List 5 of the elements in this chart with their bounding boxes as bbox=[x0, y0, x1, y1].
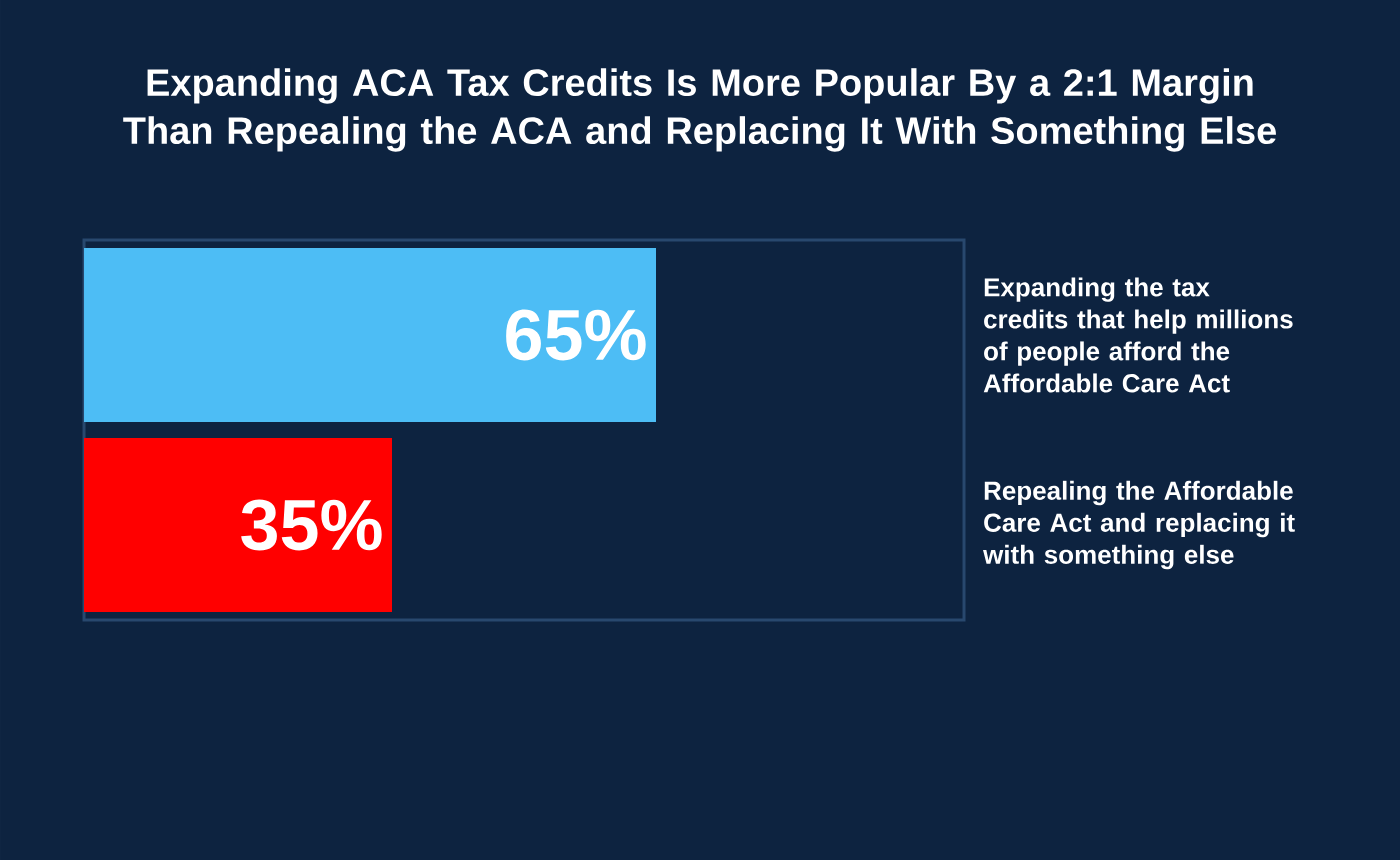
chart-title: Expanding ACA Tax Credits Is More Popular By a 2:1 Margin Than Repealing the ACA and Replacing It With Something Else bbox=[123, 68, 1276, 152]
y-tick-label: Expanding the tax credits that help millions of people afford the Affordable Care Act bbox=[983, 277, 1293, 393]
data-label: 65% bbox=[506, 309, 646, 361]
y-tick-label: Repealing the Affordable Care Act and replacing it with something else bbox=[983, 480, 1295, 570]
data-label: 35% bbox=[241, 499, 382, 551]
